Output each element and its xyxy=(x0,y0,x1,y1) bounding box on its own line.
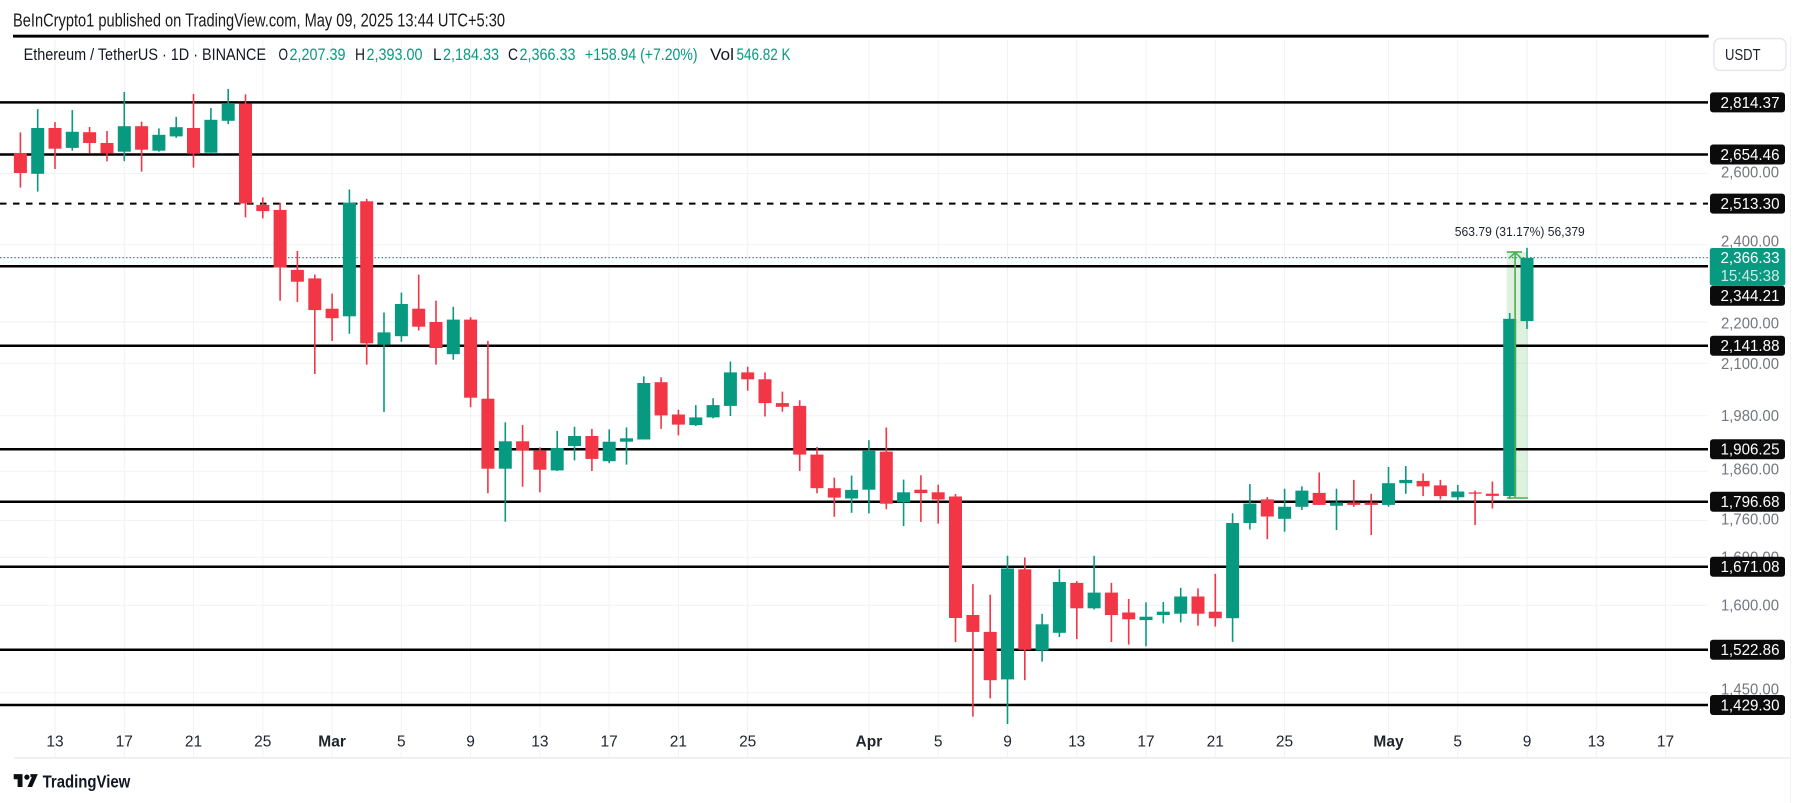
svg-text:2,400.00: 2,400.00 xyxy=(1721,233,1779,250)
svg-text:2,600.00: 2,600.00 xyxy=(1721,164,1779,181)
svg-text:+158.94 (+7.20%): +158.94 (+7.20%) xyxy=(585,45,698,64)
svg-text:L: L xyxy=(433,45,442,64)
svg-text:17: 17 xyxy=(116,734,133,751)
svg-text:1,760.00: 1,760.00 xyxy=(1721,511,1779,528)
svg-text:1,450.00: 1,450.00 xyxy=(1721,681,1779,698)
svg-text:Ethereum / TetherUS · 1D · BIN: Ethereum / TetherUS · 1D · BINANCE xyxy=(24,45,267,64)
svg-text:May: May xyxy=(1373,734,1404,751)
svg-text:17: 17 xyxy=(1137,734,1154,751)
svg-text:5: 5 xyxy=(397,734,406,751)
svg-text:21: 21 xyxy=(670,734,687,751)
svg-text:2,200.00: 2,200.00 xyxy=(1721,315,1779,332)
svg-text:13: 13 xyxy=(46,734,63,751)
svg-text:25: 25 xyxy=(254,734,271,751)
svg-text:1,796.68: 1,796.68 xyxy=(1721,494,1780,511)
svg-text:O: O xyxy=(279,45,289,64)
svg-text:2,100.00: 2,100.00 xyxy=(1721,356,1779,373)
svg-text:Apr: Apr xyxy=(856,734,883,751)
svg-text:15:45:38: 15:45:38 xyxy=(1721,268,1780,285)
svg-text:25: 25 xyxy=(739,734,756,751)
svg-text:546.82 K: 546.82 K xyxy=(737,45,792,64)
svg-text:1,671.08: 1,671.08 xyxy=(1721,559,1780,576)
svg-text:9: 9 xyxy=(1523,734,1532,751)
svg-text:2,814.37: 2,814.37 xyxy=(1721,95,1780,112)
svg-text:1,522.86: 1,522.86 xyxy=(1721,642,1780,659)
svg-text:2,184.33: 2,184.33 xyxy=(443,45,499,64)
svg-text:13: 13 xyxy=(1588,734,1605,751)
svg-text:563.79 (31.17%) 56,379: 563.79 (31.17%) 56,379 xyxy=(1455,224,1585,239)
svg-text:TradingView: TradingView xyxy=(43,771,131,791)
svg-text:5: 5 xyxy=(1453,734,1462,751)
svg-text:2,654.46: 2,654.46 xyxy=(1721,147,1780,164)
svg-text:H: H xyxy=(355,45,365,64)
svg-text:USDT: USDT xyxy=(1725,47,1761,64)
svg-text:25: 25 xyxy=(1276,734,1293,751)
svg-text:2,207.39: 2,207.39 xyxy=(290,45,346,64)
svg-text:1,980.00: 1,980.00 xyxy=(1721,408,1779,425)
svg-text:13: 13 xyxy=(1068,734,1085,751)
svg-text:2,366.33: 2,366.33 xyxy=(520,45,576,64)
svg-text:17: 17 xyxy=(600,734,617,751)
svg-text:9: 9 xyxy=(466,734,475,751)
svg-text:21: 21 xyxy=(185,734,202,751)
svg-text:1,429.30: 1,429.30 xyxy=(1721,697,1780,714)
svg-text:2,393.00: 2,393.00 xyxy=(367,45,423,64)
svg-text:2,366.33: 2,366.33 xyxy=(1721,250,1780,267)
svg-text:5: 5 xyxy=(934,734,943,751)
svg-text:1,906.25: 1,906.25 xyxy=(1721,442,1780,459)
svg-text:1,860.00: 1,860.00 xyxy=(1721,461,1779,478)
svg-text:17: 17 xyxy=(1657,734,1674,751)
svg-text:21: 21 xyxy=(1207,734,1224,751)
svg-text:2,141.88: 2,141.88 xyxy=(1721,338,1780,355)
svg-text:9: 9 xyxy=(1003,734,1012,751)
svg-text:2,344.21: 2,344.21 xyxy=(1721,288,1780,305)
svg-text:Vol: Vol xyxy=(710,45,734,64)
svg-text:1,600.00: 1,600.00 xyxy=(1721,598,1779,615)
svg-text:C: C xyxy=(508,45,518,64)
svg-text:2,513.30: 2,513.30 xyxy=(1721,196,1780,213)
svg-text:13: 13 xyxy=(531,734,548,751)
svg-text:Mar: Mar xyxy=(318,734,346,751)
svg-text:BeInCrypto1 published on Tradi: BeInCrypto1 published on TradingView.com… xyxy=(13,10,505,30)
